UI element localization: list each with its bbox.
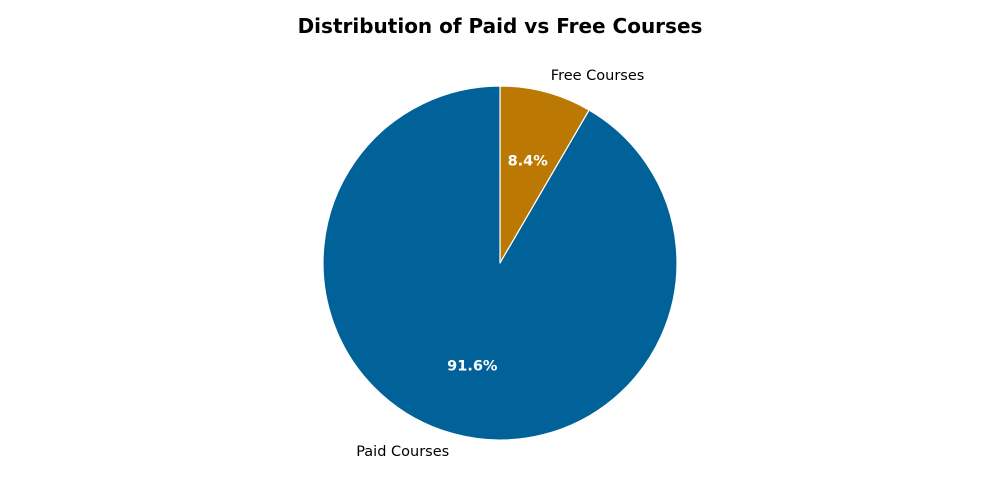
pie-slices [322, 85, 678, 441]
category-label-paid-courses: Paid Courses [356, 444, 449, 460]
chart-title: Distribution of Paid vs Free Courses [298, 14, 703, 38]
pct-label-free-courses: 8.4% [508, 153, 549, 169]
pie-labels: 8.4% Free Courses 91.6% Paid Courses [356, 68, 644, 460]
pie-slice-paid-courses [322, 85, 678, 441]
pie-slice-free-courses [499, 85, 590, 264]
pct-label-paid-courses: 91.6% [447, 359, 498, 375]
category-label-free-courses: Free Courses [551, 68, 645, 84]
